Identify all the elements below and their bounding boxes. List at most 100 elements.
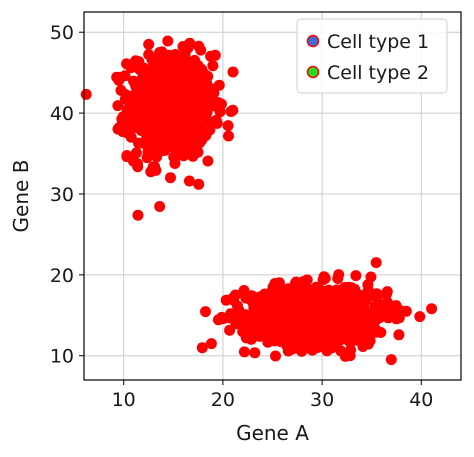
data-point <box>216 98 227 110</box>
legend-marker <box>306 34 320 48</box>
data-point <box>185 97 197 109</box>
legend-box <box>296 18 448 94</box>
data-point <box>356 295 368 307</box>
data-point <box>380 289 392 300</box>
data-point <box>250 306 262 318</box>
x-tick-label: 30 <box>310 389 334 411</box>
data-point <box>259 288 271 300</box>
x-tick-label: 10 <box>112 389 136 411</box>
data-point <box>196 342 208 354</box>
data-point <box>267 299 279 311</box>
data-point <box>125 96 137 108</box>
data-point <box>345 282 357 294</box>
data-point <box>350 270 362 282</box>
data-point <box>116 113 128 125</box>
data-point <box>341 319 353 331</box>
data-point <box>165 87 177 99</box>
data-points <box>80 35 438 366</box>
data-point <box>292 312 304 324</box>
y-axis-label: Gene B <box>9 160 33 233</box>
legend-label: Cell type 1 <box>327 31 429 53</box>
data-point <box>298 275 310 287</box>
data-point <box>332 273 344 284</box>
data-point <box>124 122 136 134</box>
data-point <box>331 314 343 326</box>
data-point <box>382 308 394 320</box>
data-point <box>186 56 197 68</box>
data-point <box>176 114 188 126</box>
data-point <box>275 336 287 348</box>
data-point <box>144 142 156 154</box>
data-point <box>365 271 377 283</box>
data-point <box>270 350 281 362</box>
data-point <box>309 316 320 328</box>
data-point <box>169 49 180 61</box>
data-point <box>281 286 292 298</box>
data-point <box>258 298 270 310</box>
data-point <box>249 347 261 359</box>
data-point <box>193 178 205 190</box>
data-point <box>276 312 288 324</box>
y-tick-label: 40 <box>50 103 74 125</box>
data-point <box>80 88 92 100</box>
legend-label: Cell type 2 <box>327 62 429 84</box>
data-point <box>154 201 166 212</box>
x-axis-ticks: 10 20 30 40 <box>112 380 433 411</box>
data-point <box>216 311 228 323</box>
data-point <box>213 79 225 91</box>
data-point <box>132 158 143 170</box>
data-point <box>279 300 291 312</box>
data-point <box>155 79 167 91</box>
data-point <box>385 354 397 366</box>
data-point <box>134 98 146 110</box>
data-point <box>330 333 342 345</box>
data-point <box>150 164 162 176</box>
data-point <box>132 209 144 221</box>
data-point <box>169 158 181 169</box>
data-point <box>151 56 163 68</box>
data-point <box>165 172 176 184</box>
y-tick-label: 10 <box>50 346 74 368</box>
legend: Cell type 1 Cell type 2 <box>296 18 448 94</box>
x-tick-label: 40 <box>409 389 433 411</box>
data-point <box>161 135 173 147</box>
data-point <box>211 117 223 129</box>
data-point <box>233 304 245 316</box>
data-point <box>319 332 331 344</box>
data-point <box>238 285 250 296</box>
x-axis-label: Gene A <box>236 421 309 445</box>
data-point <box>204 124 216 136</box>
data-point <box>172 99 184 111</box>
data-point <box>187 148 198 160</box>
data-point <box>162 35 174 47</box>
data-point <box>158 99 170 111</box>
data-point <box>322 310 333 322</box>
data-point <box>183 175 195 187</box>
data-point <box>185 81 197 93</box>
data-point <box>143 49 155 60</box>
data-point <box>112 123 124 135</box>
data-point <box>195 44 207 56</box>
data-point <box>125 62 137 74</box>
data-point <box>223 130 234 142</box>
data-point <box>307 327 318 339</box>
data-point <box>114 71 126 83</box>
data-point <box>135 125 147 136</box>
data-point <box>186 115 198 127</box>
x-tick-label: 20 <box>211 389 235 411</box>
data-point <box>393 304 405 316</box>
data-point <box>186 132 198 144</box>
data-point <box>164 74 176 86</box>
data-point <box>172 138 184 149</box>
data-point <box>309 299 321 311</box>
data-point <box>155 113 167 125</box>
data-point <box>318 271 330 283</box>
data-point <box>225 106 237 117</box>
data-point <box>238 346 250 358</box>
data-point <box>336 290 347 302</box>
data-point <box>426 303 438 315</box>
data-point <box>199 98 211 110</box>
data-point <box>148 123 159 135</box>
data-point <box>205 83 217 94</box>
data-point <box>140 73 152 84</box>
